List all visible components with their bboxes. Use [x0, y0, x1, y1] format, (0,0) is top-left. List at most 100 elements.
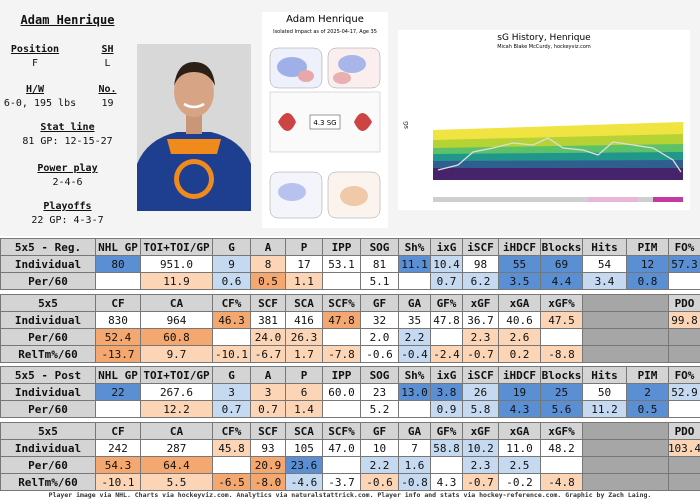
stat-cell: 26: [462, 383, 499, 401]
stat-cell: 951.0: [140, 255, 213, 273]
stat-cell: 13.0: [398, 383, 431, 401]
stat-cell: 47.8: [430, 311, 463, 329]
stat-cell: [322, 456, 361, 474]
field-label: Playoffs: [43, 201, 92, 212]
header-cell: IPP: [322, 366, 361, 384]
stat-cell: 46.3: [212, 311, 251, 329]
stat-cell: [582, 439, 669, 457]
stat-cell: 0.9: [430, 400, 463, 418]
header-cell: Sh%: [398, 238, 431, 256]
header-cell: PDO: [668, 422, 700, 440]
stat-cell: -0.6: [360, 345, 399, 363]
header-cell: xGF: [462, 422, 499, 440]
stat-cell: 5.1: [360, 272, 399, 290]
stat-cell: 3: [250, 383, 286, 401]
stat-cell: -4.8: [540, 473, 583, 491]
stat-cell: 1.4: [285, 400, 323, 418]
stat-cell: 9.7: [140, 345, 213, 363]
header-cell: FO%: [668, 366, 700, 384]
header-cell: Blocks: [540, 366, 583, 384]
stat-cell: -0.7: [462, 345, 499, 363]
stat-cell: 52.4: [95, 328, 141, 346]
stat-cell: [668, 456, 700, 474]
stat-cell: 54: [582, 255, 627, 273]
stat-cell: [430, 328, 463, 346]
stat-cell: 93: [250, 439, 286, 457]
header-cell: GA: [398, 294, 431, 312]
stat-cell: 0.2: [498, 345, 541, 363]
history-y-label: sG: [403, 121, 410, 129]
stat-cell: [582, 473, 669, 491]
stat-cell: 98: [462, 255, 499, 273]
header-cell: CF: [95, 294, 141, 312]
stat-cell: [668, 400, 700, 418]
header-cell: [582, 422, 669, 440]
stat-cell: 24.0: [250, 328, 286, 346]
stat-cell: -6.7: [250, 345, 286, 363]
stat-cell: 0.8: [626, 272, 669, 290]
stat-cell: [668, 473, 700, 491]
header-cell: iSCF: [462, 366, 499, 384]
header-cell: 5x5: [0, 294, 96, 312]
stat-cell: 0.7: [250, 400, 286, 418]
stat-cell: 830: [95, 311, 141, 329]
stat-cell: [668, 328, 700, 346]
stat-cell: 6: [285, 383, 323, 401]
stat-cell: [582, 311, 669, 329]
field-label: H/W: [25, 84, 45, 95]
row-label: Individual: [0, 383, 96, 401]
stat-cell: 5.2: [360, 400, 399, 418]
history-chart: sG History, Henrique Micah Blake McCurdy…: [398, 30, 690, 210]
header-cell: SCF%: [322, 422, 361, 440]
stat-cell: 25: [540, 383, 583, 401]
stat-cell: 48.2: [540, 439, 583, 457]
header-cell: GA: [398, 422, 431, 440]
stat-cell: 5.6: [540, 400, 583, 418]
stat-cell: 10.4: [430, 255, 463, 273]
stat-cell: 54.3: [95, 456, 141, 474]
field-value: 81 GP: 12-15-27: [22, 136, 113, 147]
player-photo: [137, 44, 251, 211]
header-cell: xGF%: [540, 294, 583, 312]
stat-cell: 64.4: [140, 456, 213, 474]
header-cell: [582, 294, 669, 312]
stat-cell: 1.6: [398, 456, 431, 474]
stat-cell: 10: [360, 439, 399, 457]
stat-cell: 40.6: [498, 311, 541, 329]
stat-cell: [668, 345, 700, 363]
row-label: Per/60: [0, 400, 96, 418]
stat-cell: 5.5: [140, 473, 213, 491]
stat-cell: 1.1: [285, 272, 323, 290]
row-label: Individual: [0, 439, 96, 457]
header-cell: GF%: [430, 422, 463, 440]
stat-cell: -13.7: [95, 345, 141, 363]
header-cell: CA: [140, 422, 213, 440]
stat-cell: [322, 400, 361, 418]
field-value: 22 GP: 4-3-7: [31, 215, 104, 226]
stat-cell: -8.0: [250, 473, 286, 491]
header-cell: G: [212, 366, 251, 384]
stat-cell: 7: [398, 439, 431, 457]
stat-cell: 60.8: [140, 328, 213, 346]
header-cell: PIM: [626, 238, 669, 256]
header-cell: TOI+TOI/GP: [140, 238, 213, 256]
stat-cell: 80: [95, 255, 141, 273]
stat-cell: -0.7: [462, 473, 499, 491]
stat-cell: 11.1: [398, 255, 431, 273]
header-cell: SCA: [285, 294, 323, 312]
footer: Player image via NHL. Charts via hockeyv…: [48, 491, 652, 499]
stat-cell: 36.7: [462, 311, 499, 329]
stat-cell: 23: [360, 383, 399, 401]
stat-cell: 81: [360, 255, 399, 273]
player-info: Adam Henrique Position F SH L H/W 6-0, 1…: [0, 0, 135, 236]
stat-cell: 32: [360, 311, 399, 329]
stat-cell: 47.5: [540, 311, 583, 329]
header-cell: 5x5 - Post: [0, 366, 96, 384]
stat-cell: 2.0: [360, 328, 399, 346]
stat-cell: 3.8: [430, 383, 463, 401]
stat-cell: [398, 272, 431, 290]
header-cell: G: [212, 238, 251, 256]
stat-cell: 2.3: [462, 328, 499, 346]
header-cell: NHL GP: [95, 238, 141, 256]
stat-cell: 26.3: [285, 328, 323, 346]
